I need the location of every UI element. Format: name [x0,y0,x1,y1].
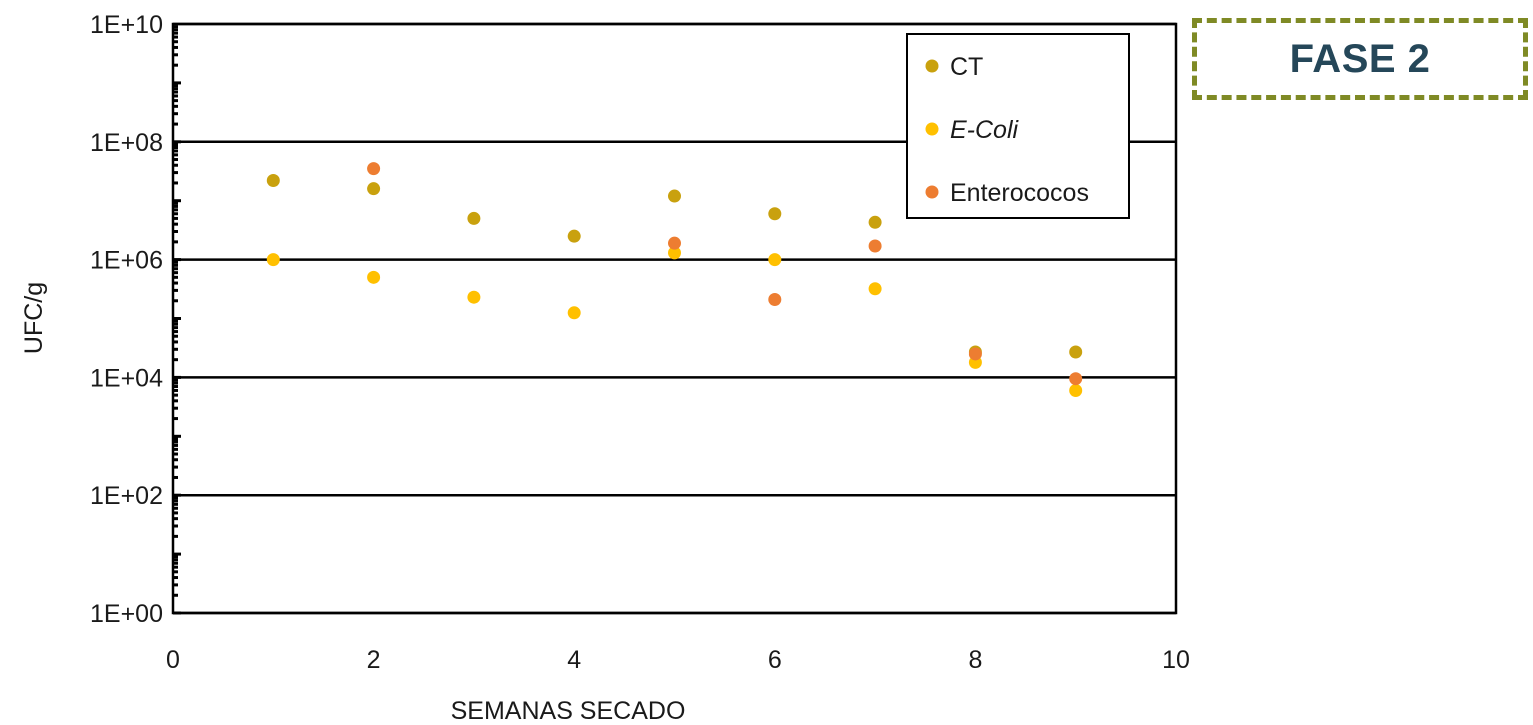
data-point [1069,383,1083,397]
data-point [768,253,782,267]
data-point [567,306,581,320]
data-point [768,207,782,221]
data-point [367,162,381,176]
x-tick-label: 4 [567,646,581,674]
legend-box [906,33,1130,219]
data-point [668,246,681,260]
legend-marker [925,59,939,73]
data-points [266,162,1083,397]
x-tick-label: 10 [1162,646,1190,674]
data-point [868,215,882,229]
phase-badge-label: FASE 2 [1289,36,1431,81]
y-tick-labels: 1E+00 1E+02 1E+04 1E+06 1E+08 1E+10 [90,11,163,628]
phase-badge: FASE 2 [1192,18,1528,100]
x-tick-label: 0 [166,646,180,674]
x-tick-label: 6 [768,646,782,674]
legend-label: E-Coli [950,116,1020,144]
data-point [567,229,581,243]
y-tick-label: 1E+00 [90,600,163,628]
data-point [367,270,381,284]
data-point [467,290,481,304]
data-point [1069,372,1083,386]
y-tick-label: 1E+02 [90,482,163,510]
x-tick-label: 8 [968,646,982,674]
legend-label: CT [950,53,983,81]
legend-label: Enterococos [950,179,1089,207]
x-axis-title: SEMANAS SECADO [451,697,686,725]
y-tick-label: 1E+10 [90,11,163,39]
data-point [1069,345,1083,359]
data-point [868,282,882,296]
legend-marker [925,122,939,136]
data-point [768,293,782,307]
y-axis-title: UFC/g [20,282,48,354]
data-point [668,236,681,250]
data-point [968,347,982,361]
data-point [266,174,280,188]
x-tick-label: 2 [367,646,381,674]
data-point [668,189,681,203]
y-tick-label: 1E+06 [90,247,163,275]
plot-area-frame [171,22,1178,615]
x-tick-labels: 0 2 4 6 8 10 [166,646,1190,674]
y-tick-label: 1E+08 [90,129,163,157]
data-point [367,182,381,196]
data-point [266,253,280,267]
data-point [467,211,481,225]
legend-marker [925,185,939,199]
data-point [868,239,882,253]
legend: CT E-Coli Enterococos [906,33,1130,219]
y-tick-label: 1E+04 [90,364,163,392]
